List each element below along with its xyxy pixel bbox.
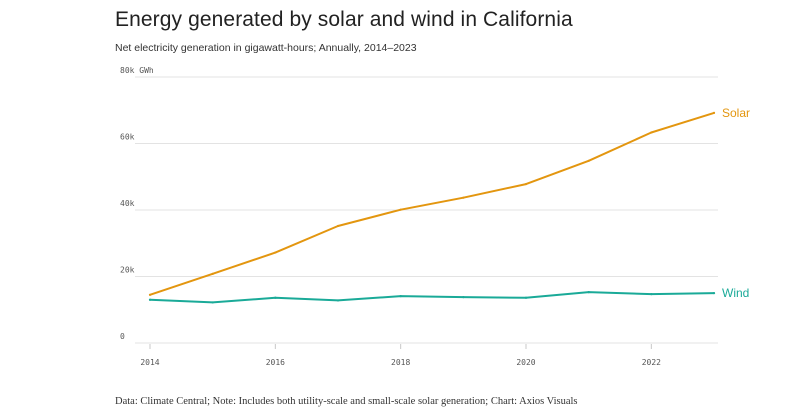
data-point-wind <box>524 296 528 299</box>
data-point-solar <box>712 111 716 115</box>
series-line-solar <box>149 111 715 296</box>
x-tick-label: 2016 <box>266 358 285 367</box>
data-point-solar <box>336 224 340 228</box>
data-point-wind <box>712 292 716 295</box>
data-point-solar <box>524 182 528 186</box>
data-point-wind <box>148 298 152 301</box>
data-point-solar <box>148 293 152 296</box>
series-label-solar: Solar <box>722 106 750 120</box>
data-point-solar <box>274 251 277 254</box>
y-tick-label: 40k <box>120 199 135 208</box>
y-tick-label: 20k <box>120 266 135 275</box>
data-point-wind <box>274 296 277 299</box>
data-point-solar <box>650 131 653 134</box>
data-point-wind <box>462 296 465 299</box>
data-point-wind <box>399 295 402 298</box>
series-labels: Solar Wind <box>722 106 750 300</box>
data-point-wind <box>336 299 340 302</box>
data-point-wind <box>587 291 590 294</box>
x-axis-ticks: 2014 2016 2018 2020 2022 <box>140 344 661 367</box>
data-point-wind <box>650 293 653 296</box>
data-point-solar <box>211 272 214 275</box>
data-point-solar <box>399 208 402 211</box>
data-point-solar <box>587 159 590 162</box>
data-point-wind <box>211 301 214 304</box>
x-tick-label: 2020 <box>516 358 535 367</box>
x-tick-label: 2014 <box>140 358 159 367</box>
x-tick-label: 2018 <box>391 358 410 367</box>
series-line-wind <box>149 291 715 304</box>
series-layer <box>148 111 716 304</box>
y-tick-label: 80k GWh <box>120 66 154 75</box>
chart-subtitle: Net electricity generation in gigawatt-h… <box>115 42 417 54</box>
series-label-wind: Wind <box>722 286 749 300</box>
data-point-solar <box>462 196 465 199</box>
y-tick-label: 0 <box>120 332 125 341</box>
x-tick-label: 2022 <box>642 358 661 367</box>
chart-title: Energy generated by solar and wind in Ca… <box>115 8 573 31</box>
y-axis-ticks: 0 20k 40k 60k 80k GWh <box>120 66 154 341</box>
grid-layer <box>135 76 718 344</box>
source-note: Data: Climate Central; Note: Includes bo… <box>115 396 578 407</box>
y-tick-label: 60k <box>120 133 135 142</box>
